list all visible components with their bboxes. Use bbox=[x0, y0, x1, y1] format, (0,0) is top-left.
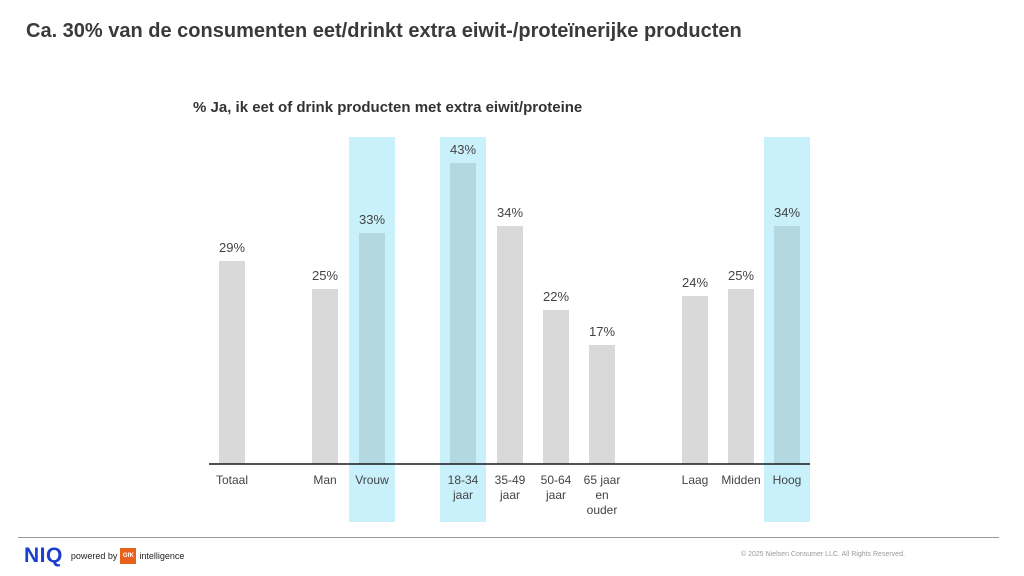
category-label-18-34: 18-34 jaar bbox=[448, 473, 479, 502]
value-label-vrouw: 33% bbox=[359, 212, 385, 227]
footer-divider bbox=[18, 537, 999, 538]
copyright-notice: © 2025 Nielsen Consumer LLC. All Rights … bbox=[741, 551, 905, 558]
category-label-hoog: Hoog bbox=[773, 473, 802, 487]
category-label-laag: Laag bbox=[682, 473, 709, 487]
bar-laag bbox=[682, 296, 708, 464]
bar-50-64 bbox=[543, 310, 569, 464]
bars bbox=[219, 163, 800, 464]
value-label-laag: 24% bbox=[682, 275, 708, 290]
category-labels: Totaal Man Vrouw 18-34 jaar 35-49 jaar 50-64 jaa… bbox=[216, 473, 801, 517]
value-labels: 29% 25% 33% 43% 34% 22% 17% 24% 25% 34% bbox=[219, 142, 800, 339]
niq-wordmark: NIQ bbox=[24, 544, 63, 567]
bar-18-34 bbox=[450, 163, 476, 464]
value-label-hoog: 34% bbox=[774, 205, 800, 220]
chart-title: % Ja, ik eet of drink producten met extr… bbox=[193, 99, 582, 116]
bar-35-49 bbox=[497, 226, 523, 464]
category-label-vrouw: Vrouw bbox=[355, 473, 389, 487]
category-label-65-jaar: 65 jaar en ouder bbox=[584, 473, 621, 517]
category-label-totaal: Totaal bbox=[216, 473, 248, 487]
value-label-35-49: 34% bbox=[497, 205, 523, 220]
value-label-18-34: 43% bbox=[450, 142, 476, 157]
bar-65-jaar bbox=[589, 345, 615, 464]
value-label-totaal: 29% bbox=[219, 240, 245, 255]
bar-hoog bbox=[774, 226, 800, 464]
value-label-65-jaar: 17% bbox=[589, 324, 615, 339]
value-label-midden: 25% bbox=[728, 268, 754, 283]
value-label-50-64: 22% bbox=[543, 289, 569, 304]
intelligence-text: intelligence bbox=[139, 551, 185, 561]
gfk-logo-icon: GfK bbox=[120, 548, 137, 564]
bar-totaal bbox=[219, 261, 245, 464]
category-label-man: Man bbox=[313, 473, 336, 487]
category-label-50-64: 50-64 jaar bbox=[541, 473, 572, 502]
category-label-35-49: 35-49 jaar bbox=[495, 473, 526, 502]
slide-title: Ca. 30% van de consumenten eet/drinkt ex… bbox=[26, 20, 742, 42]
powered-by-text: powered by bbox=[70, 551, 118, 561]
bar-man bbox=[312, 289, 338, 464]
value-label-man: 25% bbox=[312, 268, 338, 283]
niq-logo: NIQ powered by GfK intelligence bbox=[24, 544, 184, 568]
category-label-midden: Midden bbox=[721, 473, 760, 487]
bar-vrouw bbox=[359, 233, 385, 464]
bar-midden bbox=[728, 289, 754, 464]
